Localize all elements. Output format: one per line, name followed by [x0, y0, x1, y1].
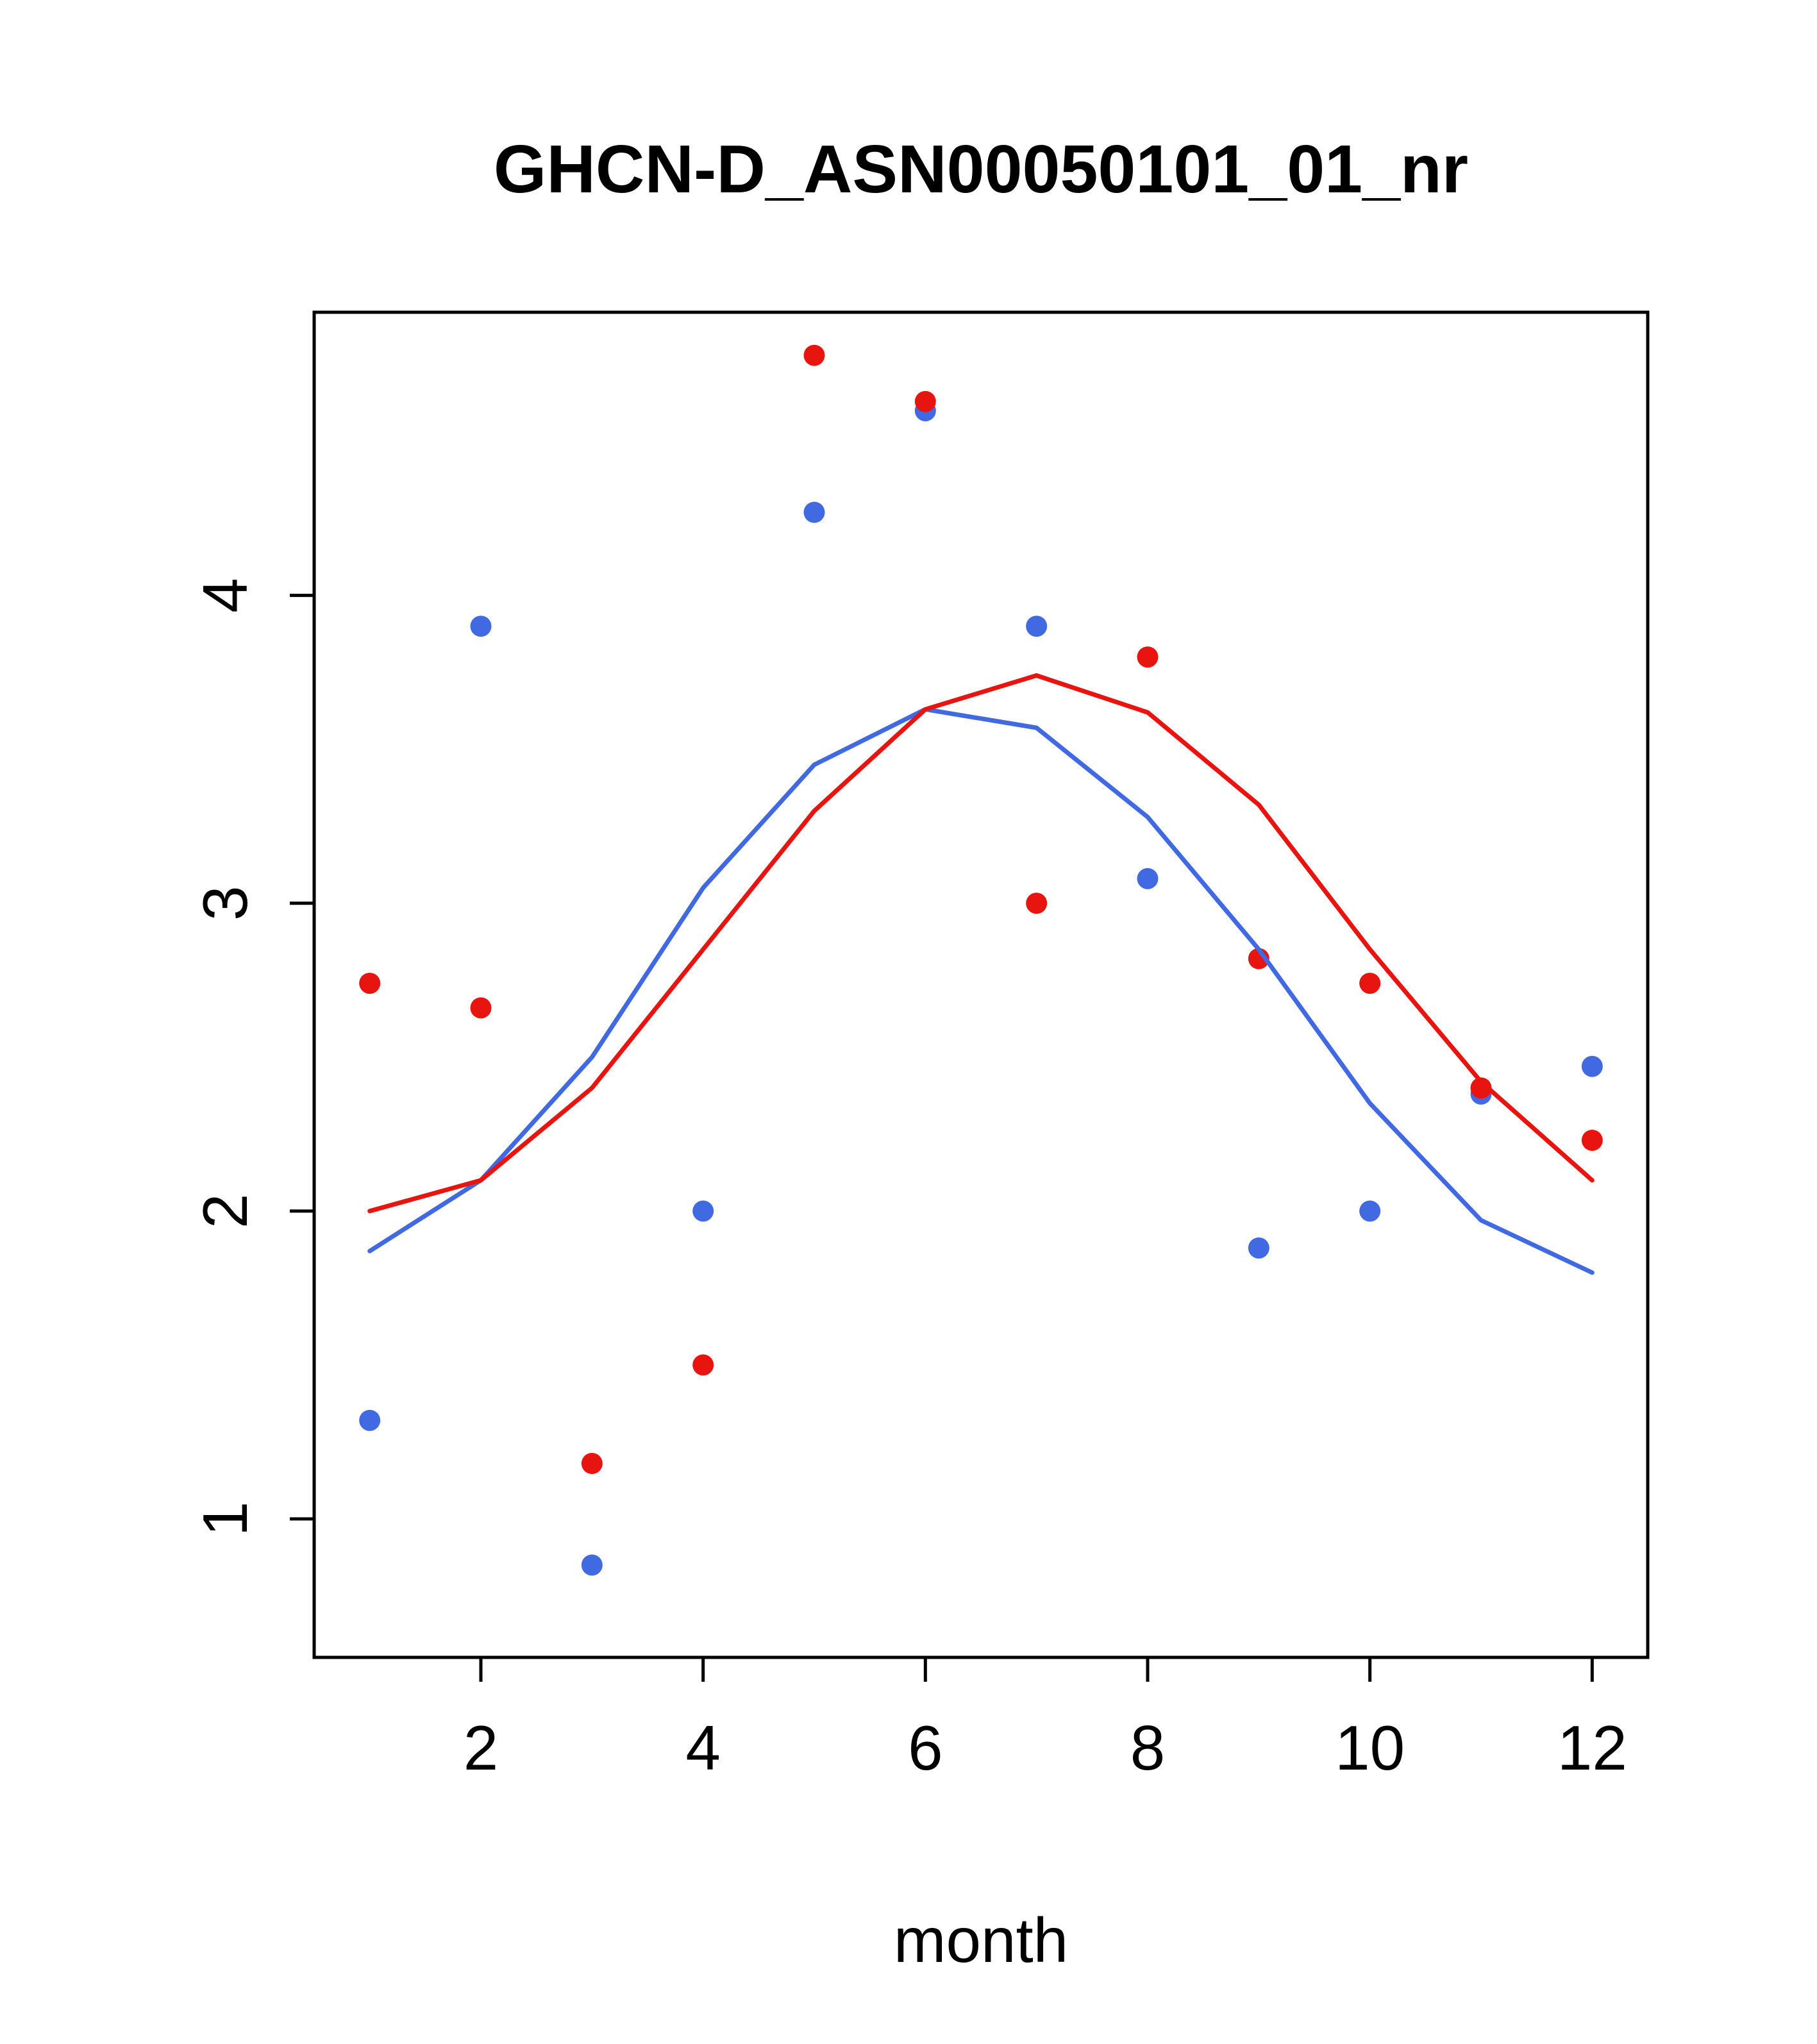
- x-tick-label: 2: [464, 1713, 499, 1783]
- blue-point: [470, 616, 492, 637]
- red-point: [692, 1354, 714, 1376]
- red-point: [1137, 646, 1159, 668]
- x-axis-label: month: [894, 1905, 1068, 1975]
- blue-point: [1026, 616, 1048, 637]
- x-tick-label: 4: [685, 1713, 721, 1783]
- red-point: [803, 344, 825, 366]
- red-point: [581, 1453, 603, 1475]
- red-point: [1026, 892, 1048, 914]
- x-tick-label: 6: [908, 1713, 943, 1783]
- blue-point: [1581, 1055, 1603, 1077]
- red-smoothed-line: [367, 673, 1595, 1214]
- red-point: [1581, 1129, 1603, 1151]
- red-point: [1359, 973, 1381, 994]
- red-point: [359, 973, 381, 994]
- y-tick-label: 3: [190, 886, 260, 921]
- blue-point: [1248, 1237, 1269, 1259]
- blue-point: [803, 501, 825, 523]
- x-axis-ticks: 2 4 6 8 10 12: [464, 1657, 1627, 1783]
- red-point: [914, 390, 936, 412]
- blue-point: [581, 1554, 603, 1576]
- y-axis-ticks: 1 2 3 4: [190, 578, 314, 1536]
- x-tick-label: 8: [1130, 1713, 1166, 1783]
- red-point: [470, 997, 492, 1019]
- chart-title: GHCN-D_ASN00050101_01_nr: [494, 131, 1468, 207]
- blue-point: [1137, 867, 1159, 889]
- blue-point: [692, 1200, 714, 1222]
- blue-point: [1359, 1200, 1381, 1222]
- y-tick-label: 1: [190, 1502, 260, 1537]
- plot-box: [312, 310, 1650, 1659]
- x-tick-label: 10: [1335, 1713, 1405, 1783]
- y-tick-label: 2: [190, 1194, 260, 1229]
- data-series: [359, 344, 1603, 1576]
- blue-smoothed-line: [367, 707, 1595, 1275]
- blue-point: [359, 1409, 381, 1431]
- y-tick-label: 4: [190, 578, 260, 613]
- red-point: [1470, 1077, 1492, 1099]
- x-tick-label: 12: [1557, 1713, 1627, 1783]
